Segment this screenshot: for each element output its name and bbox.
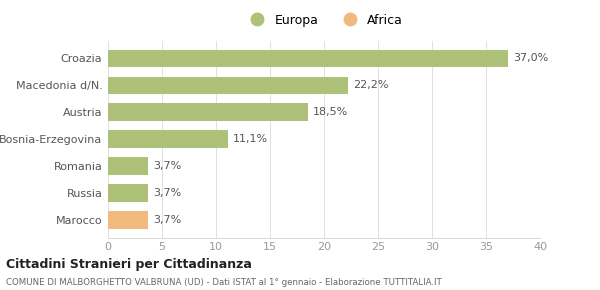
Text: 22,2%: 22,2%	[353, 80, 389, 90]
Bar	[108, 104, 308, 121]
Text: 3,7%: 3,7%	[154, 215, 182, 225]
Text: 11,1%: 11,1%	[233, 134, 268, 144]
Text: COMUNE DI MALBORGHETTO VALBRUNA (UD) - Dati ISTAT al 1° gennaio - Elaborazione T: COMUNE DI MALBORGHETTO VALBRUNA (UD) - D…	[6, 278, 442, 287]
Bar	[108, 184, 148, 202]
Text: 3,7%: 3,7%	[154, 188, 182, 198]
Text: Cittadini Stranieri per Cittadinanza: Cittadini Stranieri per Cittadinanza	[6, 258, 252, 271]
Bar	[108, 211, 148, 229]
Bar	[108, 77, 348, 94]
Legend: Europa, Africa: Europa, Africa	[241, 10, 407, 30]
Text: 37,0%: 37,0%	[513, 53, 548, 63]
Bar	[108, 130, 228, 148]
Bar	[108, 50, 508, 67]
Bar	[108, 157, 148, 175]
Text: 18,5%: 18,5%	[313, 107, 349, 117]
Text: 3,7%: 3,7%	[154, 161, 182, 171]
